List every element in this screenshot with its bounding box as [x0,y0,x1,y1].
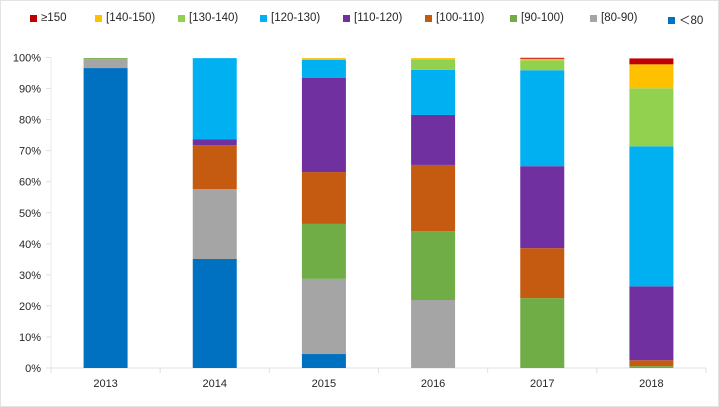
legend-swatch [30,14,37,22]
legend-item: [90-100) [510,12,564,24]
bar-segment [520,57,565,59]
bar-stack-2015 [301,58,346,368]
bar-segment [520,248,565,299]
y-tick-label: 30% [19,270,41,282]
legend-item: [100-110) [425,12,484,24]
legend-label: [100-110) [436,12,485,24]
legend-swatch [260,14,267,22]
bar-segment [411,69,456,115]
bar-segment [301,354,346,368]
bar-segment [629,58,674,65]
legend: ≥150 [140-150) [130-140) [120-130) [110-120)… [0,8,719,28]
y-tick-label: 40% [19,239,41,251]
bar-segment [301,59,346,78]
legend-swatch [668,16,675,24]
legend-label: [130-140) [189,12,239,24]
legend-item: [120-130) [260,12,320,24]
bar-segment [83,58,128,60]
legend-item: [80-90) [590,12,637,24]
y-tick-label: 70% [19,146,41,158]
bar-segment [629,64,674,89]
bar-segment [520,298,565,368]
bar-segment [83,59,128,69]
bar-segment [411,59,456,70]
legend-label: [140-150) [106,12,156,24]
legend-item: [140-150) [95,12,155,24]
bar-segment [301,77,346,173]
legend-item: ≥150 [30,12,67,24]
legend-swatch [178,14,185,22]
bar-stack-2017 [520,57,565,368]
bar-segment [629,88,674,147]
legend-label: ≥150 [41,12,67,24]
x-tick-label: 2013 [93,378,117,390]
bar-segment [83,68,128,368]
x-axis-labels: 2013 2014 2015 2016 2017 2018 [93,378,663,390]
y-axis-labels: 0% 10% 20% 30% 40% 50% 60% 70% 80% 90% 100% [13,53,41,376]
y-tick-label: 20% [19,301,41,313]
bar-segment [411,231,456,301]
legend-swatch [95,14,102,22]
x-tick-label: 2015 [312,378,336,390]
axes [46,57,707,373]
y-tick-label: 50% [19,208,41,220]
legend-label: [120-130) [271,12,321,24]
y-tick-label: 90% [19,84,41,96]
y-tick-label: 0% [25,363,41,375]
legend-label: ＜80 [679,15,704,27]
bar-segment [301,278,346,355]
x-tick-label: 2016 [421,378,445,390]
bar-segment [192,145,237,190]
bar-stack-2016 [411,58,456,368]
bar-segment [192,189,237,260]
bar-segment [192,259,237,368]
y-tick-label: 100% [13,53,41,65]
legend-item: ＜80 [668,12,703,28]
legend-label: [110-120) [354,12,403,24]
y-tick-label: 10% [19,332,41,344]
bar-segment [629,286,674,361]
bar-segment [301,172,346,224]
bar-segment [411,164,456,232]
bar-segment [411,300,456,368]
legend-label: [80-90) [601,12,638,24]
bar-segment [192,58,237,140]
bar-segment [629,146,674,287]
legend-label: [90-100) [521,12,564,24]
bar-segment [629,366,674,368]
bar-segment [629,360,674,367]
legend-item: [130-140) [178,12,238,24]
bar-segment [520,166,565,249]
bar-segment [520,58,565,61]
x-tick-label: 2018 [639,378,663,390]
bar-stack-2013 [83,58,128,368]
bar-stack-2018 [629,58,674,368]
bar-segment [520,70,565,167]
bars [83,57,674,368]
bar-segment [301,223,346,279]
y-tick-label: 60% [19,177,41,189]
x-tick-label: 2014 [203,378,227,390]
bar-segment [411,114,456,165]
x-tick-label: 2017 [530,378,554,390]
bar-segment [192,139,237,146]
legend-swatch [510,14,517,22]
bar-segment [411,58,456,60]
legend-item: [110-120) [343,12,402,24]
bar-stack-2014 [192,58,237,368]
legend-swatch [425,14,432,22]
y-tick-label: 80% [19,115,41,127]
bar-segment [301,58,346,60]
legend-swatch [590,14,597,22]
bar-segment [520,60,565,71]
legend-swatch [343,14,350,22]
